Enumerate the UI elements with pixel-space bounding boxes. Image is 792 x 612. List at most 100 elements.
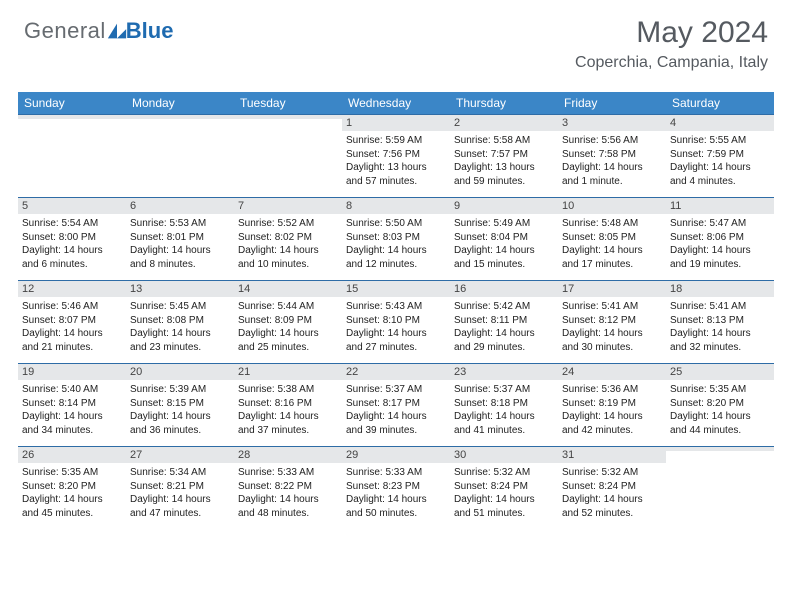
- sunset-text: Sunset: 7:57 PM: [454, 148, 554, 162]
- daylight-text: Daylight: 14 hours and 41 minutes.: [454, 410, 554, 437]
- daylight-text: Daylight: 14 hours and 4 minutes.: [670, 161, 770, 188]
- day-details: Sunrise: 5:32 AMSunset: 8:24 PMDaylight:…: [558, 463, 666, 523]
- day-details: Sunrise: 5:52 AMSunset: 8:02 PMDaylight:…: [234, 214, 342, 274]
- calendar-day: 5Sunrise: 5:54 AMSunset: 8:00 PMDaylight…: [18, 198, 126, 280]
- calendar-day: 16Sunrise: 5:42 AMSunset: 8:11 PMDayligh…: [450, 281, 558, 363]
- sunset-text: Sunset: 8:07 PM: [22, 314, 122, 328]
- calendar-week: 26Sunrise: 5:35 AMSunset: 8:20 PMDayligh…: [18, 446, 774, 529]
- sunset-text: Sunset: 8:23 PM: [346, 480, 446, 494]
- calendar-day: 23Sunrise: 5:37 AMSunset: 8:18 PMDayligh…: [450, 364, 558, 446]
- day-number: 28: [234, 447, 342, 463]
- sunset-text: Sunset: 8:20 PM: [22, 480, 122, 494]
- day-number: 17: [558, 281, 666, 297]
- calendar-week: 12Sunrise: 5:46 AMSunset: 8:07 PMDayligh…: [18, 280, 774, 363]
- day-details: Sunrise: 5:35 AMSunset: 8:20 PMDaylight:…: [666, 380, 774, 440]
- day-details: Sunrise: 5:46 AMSunset: 8:07 PMDaylight:…: [18, 297, 126, 357]
- day-details: Sunrise: 5:49 AMSunset: 8:04 PMDaylight:…: [450, 214, 558, 274]
- daylight-text: Daylight: 14 hours and 30 minutes.: [562, 327, 662, 354]
- sunrise-text: Sunrise: 5:32 AM: [454, 466, 554, 480]
- daylight-text: Daylight: 14 hours and 8 minutes.: [130, 244, 230, 271]
- day-details: Sunrise: 5:33 AMSunset: 8:23 PMDaylight:…: [342, 463, 450, 523]
- day-details: Sunrise: 5:35 AMSunset: 8:20 PMDaylight:…: [18, 463, 126, 523]
- sunset-text: Sunset: 8:19 PM: [562, 397, 662, 411]
- day-number: 12: [18, 281, 126, 297]
- calendar-day: 14 Sunrise: 5:44 AMSunset: 8:09 PMDayligh…: [234, 281, 342, 363]
- sunset-text: Sunset: 8:03 PM: [346, 231, 446, 245]
- sunrise-text: Sunrise: 5:53 AM: [130, 217, 230, 231]
- calendar-day: 17Sunrise: 5:41 AMSunset: 8:12 PMDayligh…: [558, 281, 666, 363]
- day-number: [126, 115, 234, 119]
- calendar-day: 7Sunrise: 5:52 AMSunset: 8:02 PMDaylight…: [234, 198, 342, 280]
- weekday-header: Tuesday: [234, 92, 342, 114]
- sunrise-text: Sunrise: 5:34 AM: [130, 466, 230, 480]
- day-number: 29: [342, 447, 450, 463]
- day-number: 7: [234, 198, 342, 214]
- calendar-day: 21Sunrise: 5:38 AMSunset: 8:16 PMDayligh…: [234, 364, 342, 446]
- day-details: Sunrise: 5:43 AMSunset: 8:10 PMDaylight:…: [342, 297, 450, 357]
- day-details: Sunrise: 5:34 AMSunset: 8:21 PMDaylight:…: [126, 463, 234, 523]
- sunrise-text: Sunrise: 5:43 AM: [346, 300, 446, 314]
- day-number: 19: [18, 364, 126, 380]
- daylight-text: Daylight: 14 hours and 29 minutes.: [454, 327, 554, 354]
- calendar-week: 1Sunrise: 5:59 AMSunset: 7:56 PMDaylight…: [18, 114, 774, 197]
- daylight-text: Daylight: 14 hours and 27 minutes.: [346, 327, 446, 354]
- sunrise-text: Sunrise: 5:33 AM: [238, 466, 338, 480]
- sunset-text: Sunset: 8:09 PM: [238, 314, 338, 328]
- daylight-text: Daylight: 13 hours and 57 minutes.: [346, 161, 446, 188]
- day-details: Sunrise: 5:37 AMSunset: 8:18 PMDaylight:…: [450, 380, 558, 440]
- day-details: Sunrise: 5:41 AMSunset: 8:13 PMDaylight:…: [666, 297, 774, 357]
- brand-word2: Blue: [126, 18, 174, 44]
- day-details: Sunrise: 5:45 AMSunset: 8:08 PMDaylight:…: [126, 297, 234, 357]
- sunrise-text: Sunrise: 5:37 AM: [346, 383, 446, 397]
- sunrise-text: Sunrise: 5:50 AM: [346, 217, 446, 231]
- day-number: 11: [666, 198, 774, 214]
- sunset-text: Sunset: 8:08 PM: [130, 314, 230, 328]
- day-number: 13: [126, 281, 234, 297]
- sunset-text: Sunset: 7:58 PM: [562, 148, 662, 162]
- calendar-day: 10Sunrise: 5:48 AMSunset: 8:05 PMDayligh…: [558, 198, 666, 280]
- daylight-text: Daylight: 14 hours and 42 minutes.: [562, 410, 662, 437]
- calendar-day: 20Sunrise: 5:39 AMSunset: 8:15 PMDayligh…: [126, 364, 234, 446]
- weekday-header-row: SundayMondayTuesdayWednesdayThursdayFrid…: [18, 92, 774, 114]
- weekday-header: Saturday: [666, 92, 774, 114]
- calendar-day-empty: [18, 115, 126, 197]
- sunset-text: Sunset: 8:06 PM: [670, 231, 770, 245]
- daylight-text: Daylight: 14 hours and 25 minutes.: [238, 327, 338, 354]
- weekday-header: Sunday: [18, 92, 126, 114]
- daylight-text: Daylight: 14 hours and 17 minutes.: [562, 244, 662, 271]
- day-details: Sunrise: 5:41 AMSunset: 8:12 PMDaylight:…: [558, 297, 666, 357]
- day-number: 14: [234, 281, 342, 297]
- day-number: 27: [126, 447, 234, 463]
- brand-icon: [106, 20, 128, 42]
- sunrise-text: Sunrise: 5:59 AM: [346, 134, 446, 148]
- calendar-day: 22Sunrise: 5:37 AMSunset: 8:17 PMDayligh…: [342, 364, 450, 446]
- calendar-day: 13Sunrise: 5:45 AMSunset: 8:08 PMDayligh…: [126, 281, 234, 363]
- calendar-day: 2Sunrise: 5:58 AMSunset: 7:57 PMDaylight…: [450, 115, 558, 197]
- day-details: Sunrise: 5:37 AMSunset: 8:17 PMDaylight:…: [342, 380, 450, 440]
- sunset-text: Sunset: 8:10 PM: [346, 314, 446, 328]
- daylight-text: Daylight: 14 hours and 44 minutes.: [670, 410, 770, 437]
- daylight-text: Daylight: 13 hours and 59 minutes.: [454, 161, 554, 188]
- day-details: Sunrise: 5:38 AMSunset: 8:16 PMDaylight:…: [234, 380, 342, 440]
- brand-word1: General: [24, 18, 106, 44]
- sunset-text: Sunset: 8:24 PM: [454, 480, 554, 494]
- day-details: Sunrise: 5:32 AMSunset: 8:24 PMDaylight:…: [450, 463, 558, 523]
- sunrise-text: Sunrise: 5:44 AM: [238, 300, 338, 314]
- calendar-day: 15Sunrise: 5:43 AMSunset: 8:10 PMDayligh…: [342, 281, 450, 363]
- daylight-text: Daylight: 14 hours and 15 minutes.: [454, 244, 554, 271]
- day-details: Sunrise: 5:55 AMSunset: 7:59 PMDaylight:…: [666, 131, 774, 191]
- weekday-header: Monday: [126, 92, 234, 114]
- sunset-text: Sunset: 8:12 PM: [562, 314, 662, 328]
- sunset-text: Sunset: 8:01 PM: [130, 231, 230, 245]
- calendar-day-empty: [234, 115, 342, 197]
- calendar-day: 8Sunrise: 5:50 AMSunset: 8:03 PMDaylight…: [342, 198, 450, 280]
- day-number: [666, 447, 774, 451]
- day-number: 20: [126, 364, 234, 380]
- sunrise-text: Sunrise: 5:36 AM: [562, 383, 662, 397]
- sunrise-text: Sunrise: 5:32 AM: [562, 466, 662, 480]
- day-number: 26: [18, 447, 126, 463]
- calendar-day: 6Sunrise: 5:53 AMSunset: 8:01 PMDaylight…: [126, 198, 234, 280]
- daylight-text: Daylight: 14 hours and 47 minutes.: [130, 493, 230, 520]
- calendar-week: 5Sunrise: 5:54 AMSunset: 8:00 PMDaylight…: [18, 197, 774, 280]
- day-details: Sunrise: 5:48 AMSunset: 8:05 PMDaylight:…: [558, 214, 666, 274]
